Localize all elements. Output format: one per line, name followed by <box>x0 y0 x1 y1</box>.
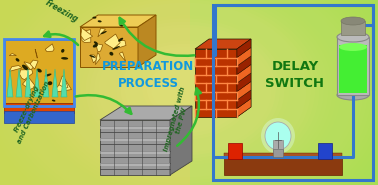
Polygon shape <box>237 90 251 108</box>
Bar <box>339 45 367 93</box>
Bar <box>100 138 170 141</box>
Bar <box>318 143 332 159</box>
Polygon shape <box>237 39 251 117</box>
Ellipse shape <box>339 43 367 51</box>
Ellipse shape <box>45 74 51 77</box>
Text: Freezing: Freezing <box>44 0 80 24</box>
Polygon shape <box>195 39 251 49</box>
Polygon shape <box>35 49 38 58</box>
Polygon shape <box>81 28 93 41</box>
Polygon shape <box>119 52 126 62</box>
Bar <box>4 39 74 106</box>
Polygon shape <box>237 65 251 83</box>
Polygon shape <box>82 30 91 43</box>
Ellipse shape <box>160 72 210 108</box>
Ellipse shape <box>61 57 68 60</box>
Ellipse shape <box>48 81 52 85</box>
Ellipse shape <box>94 41 98 44</box>
Bar <box>4 103 74 113</box>
Ellipse shape <box>261 118 295 154</box>
Polygon shape <box>9 65 22 71</box>
Ellipse shape <box>143 59 228 121</box>
Ellipse shape <box>37 69 42 73</box>
Polygon shape <box>170 106 192 175</box>
Bar <box>100 163 170 166</box>
Ellipse shape <box>151 66 219 114</box>
Ellipse shape <box>89 55 95 58</box>
Text: PREPARATION
PROCESS: PREPARATION PROCESS <box>102 60 194 90</box>
Ellipse shape <box>93 44 98 48</box>
Polygon shape <box>96 43 103 51</box>
Bar <box>80 27 138 67</box>
Bar <box>224 153 342 157</box>
Ellipse shape <box>52 100 56 102</box>
Text: Freeze-drying
and Carbonization: Freeze-drying and Carbonization <box>10 77 50 144</box>
Polygon shape <box>61 69 67 97</box>
Ellipse shape <box>98 20 102 22</box>
Bar <box>100 126 170 129</box>
Ellipse shape <box>147 63 223 117</box>
Ellipse shape <box>119 24 123 27</box>
Bar <box>100 120 170 175</box>
Polygon shape <box>95 52 100 65</box>
Polygon shape <box>80 15 156 27</box>
Polygon shape <box>24 62 35 70</box>
Bar <box>341 21 365 35</box>
Polygon shape <box>9 54 16 56</box>
Ellipse shape <box>265 122 291 150</box>
Polygon shape <box>138 15 156 67</box>
Bar <box>5 40 73 105</box>
Polygon shape <box>112 40 126 50</box>
Bar <box>190 0 378 185</box>
Polygon shape <box>7 69 13 97</box>
Ellipse shape <box>156 69 214 111</box>
Ellipse shape <box>337 90 369 100</box>
Polygon shape <box>237 82 251 100</box>
Ellipse shape <box>93 17 96 19</box>
Ellipse shape <box>337 32 369 42</box>
Bar <box>213 5 373 180</box>
Polygon shape <box>43 69 49 97</box>
Polygon shape <box>25 69 31 97</box>
Polygon shape <box>90 55 96 63</box>
Polygon shape <box>237 98 251 117</box>
Polygon shape <box>55 78 71 92</box>
Bar <box>228 143 242 159</box>
Polygon shape <box>52 69 58 97</box>
Polygon shape <box>237 56 251 75</box>
Polygon shape <box>20 70 33 80</box>
Ellipse shape <box>109 52 113 56</box>
Ellipse shape <box>101 31 107 34</box>
Bar <box>273 149 283 157</box>
Polygon shape <box>237 48 251 66</box>
Polygon shape <box>98 28 105 37</box>
Ellipse shape <box>113 46 120 50</box>
Bar <box>100 151 170 154</box>
Polygon shape <box>100 106 192 120</box>
Polygon shape <box>237 73 251 92</box>
Polygon shape <box>16 69 22 97</box>
Polygon shape <box>105 34 120 49</box>
Bar <box>224 157 342 175</box>
Ellipse shape <box>61 49 64 53</box>
Polygon shape <box>34 69 40 97</box>
Polygon shape <box>22 77 35 90</box>
Bar <box>337 37 369 95</box>
Ellipse shape <box>138 56 232 124</box>
Polygon shape <box>237 39 251 58</box>
Ellipse shape <box>118 38 123 42</box>
Ellipse shape <box>22 65 28 70</box>
Text: Impregnated with
the PW: Impregnated with the PW <box>163 86 193 154</box>
Bar <box>195 49 237 117</box>
Bar <box>4 111 74 123</box>
Polygon shape <box>59 76 68 88</box>
Ellipse shape <box>15 58 19 62</box>
Text: DELAY
SWITCH: DELAY SWITCH <box>265 60 324 90</box>
Bar <box>273 140 283 152</box>
Polygon shape <box>45 44 54 51</box>
Polygon shape <box>30 60 38 69</box>
Ellipse shape <box>341 17 365 25</box>
